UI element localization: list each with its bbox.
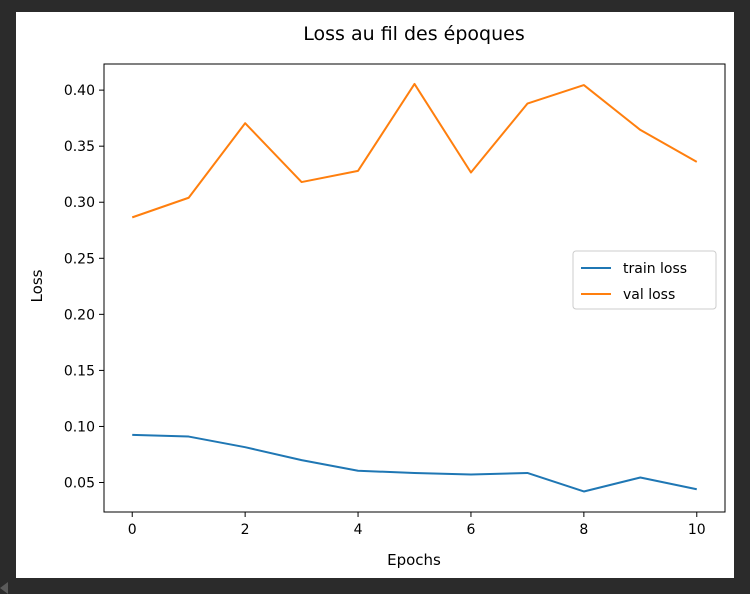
- legend-label: val loss: [623, 287, 675, 303]
- x-axis-label: Epochs: [387, 551, 441, 569]
- resize-handle-icon[interactable]: [0, 582, 8, 594]
- y-axis-label: Loss: [28, 269, 46, 302]
- figure-canvas: Loss au fil des époques 0 2 4 6 8 10 0.05 0.10 0…: [16, 12, 734, 578]
- x-tick-label: 8: [579, 522, 588, 538]
- axes-frame: [103, 63, 726, 513]
- y-tick-label: 0.40: [64, 83, 95, 99]
- y-tick-label: 0.25: [64, 251, 95, 267]
- series-line-val-loss: [131, 82, 698, 219]
- x-tick-label: 4: [354, 522, 363, 538]
- legend-label: train loss: [623, 261, 687, 277]
- x-tick-label: 6: [466, 522, 475, 538]
- plot-area: 0 2 4 6 8 10 0.05 0.10 0.15 0.20 0.25 0.30 0.35 0.40 t…: [64, 63, 726, 538]
- y-tick-label: 0.10: [64, 419, 95, 435]
- y-tick-label: 0.35: [64, 139, 95, 155]
- series-line-train-loss: [132, 433, 697, 493]
- y-tick-label: 0.30: [64, 195, 95, 211]
- y-tick-label: 0.05: [64, 476, 95, 492]
- chart-svg: Loss au fil des époques 0 2 4 6 8 100.050.100…: [28, 23, 726, 569]
- chart-title: Loss au fil des époques: [303, 23, 524, 45]
- x-tick-label: 10: [688, 522, 706, 538]
- x-tick-label: 2: [241, 522, 250, 538]
- x-tick-label: 0: [128, 522, 137, 538]
- y-tick-label: 0.15: [64, 363, 95, 379]
- y-tick-label: 0.20: [64, 307, 95, 323]
